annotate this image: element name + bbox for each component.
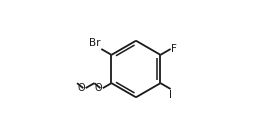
Text: F: F <box>171 44 177 54</box>
Text: O: O <box>94 83 102 93</box>
Text: Br: Br <box>89 38 101 48</box>
Text: O: O <box>77 83 85 93</box>
Text: I: I <box>169 90 172 100</box>
